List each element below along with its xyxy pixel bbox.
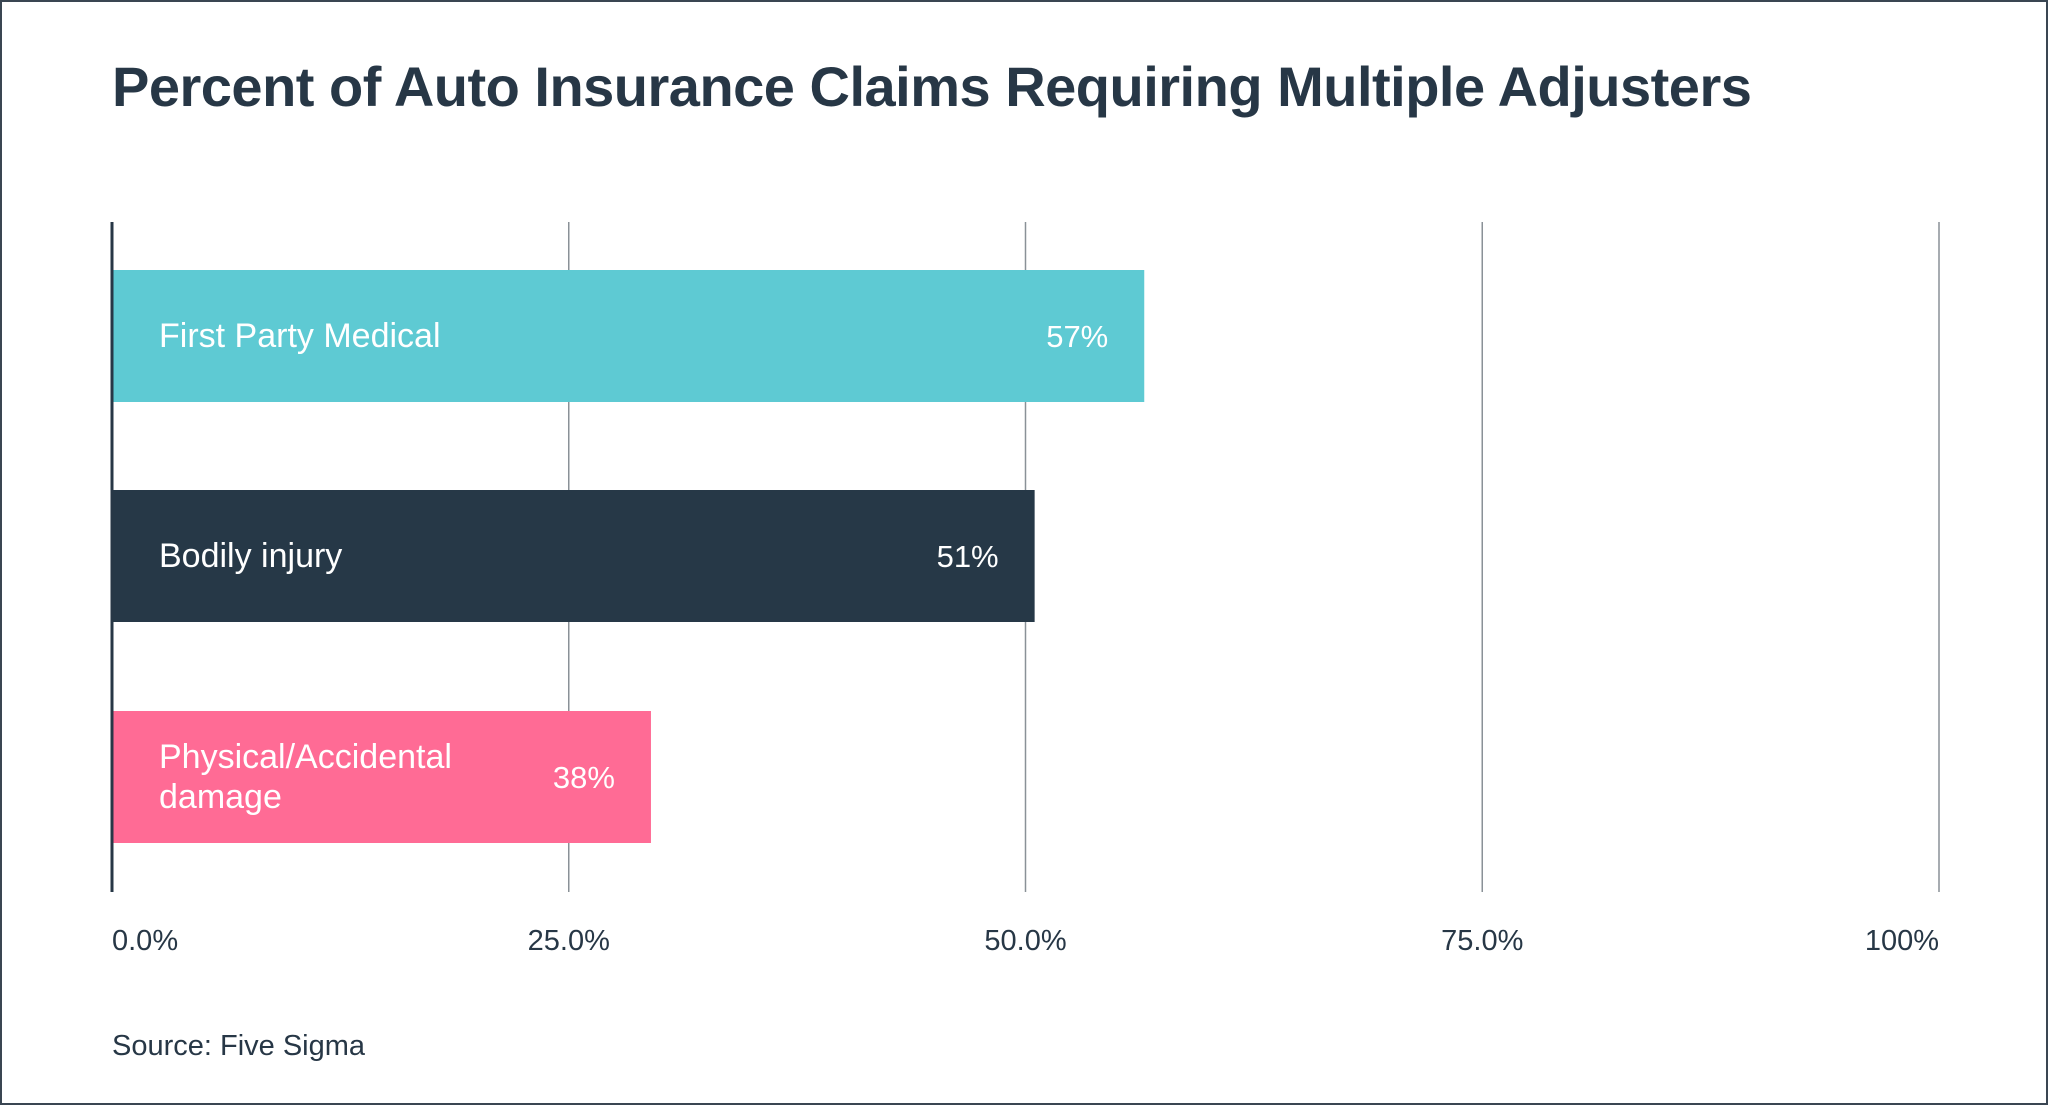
chart-title: Percent of Auto Insurance Claims Requiri… (112, 55, 1752, 118)
bar-category-label: Bodily injury (159, 537, 342, 575)
x-tick-label: 75.0% (1441, 925, 1523, 957)
source-note: Source: Five Sigma (112, 1030, 366, 1062)
bar-category-line: First Party Medical (159, 317, 441, 355)
bar (112, 711, 651, 843)
bar-value-label: 38% (553, 760, 615, 795)
x-tick-label: 50.0% (984, 925, 1066, 957)
bar-category-label: Physical/Accidental damage (159, 738, 452, 816)
x-tick-label: 25.0% (528, 925, 610, 957)
bar (112, 270, 1145, 402)
bar-category-line: damage (159, 778, 282, 816)
x-tick-label: 100% (1865, 925, 1939, 957)
bar-value-label: 51% (937, 539, 999, 574)
bar-category-line: Bodily injury (159, 537, 342, 575)
bar (112, 490, 1035, 622)
bar-category-label: First Party Medical (159, 317, 441, 355)
bar-category-line: Physical/Accidental (159, 738, 452, 776)
x-tick-label: 0.0% (112, 925, 178, 957)
bar-value-label: 57% (1046, 319, 1108, 354)
